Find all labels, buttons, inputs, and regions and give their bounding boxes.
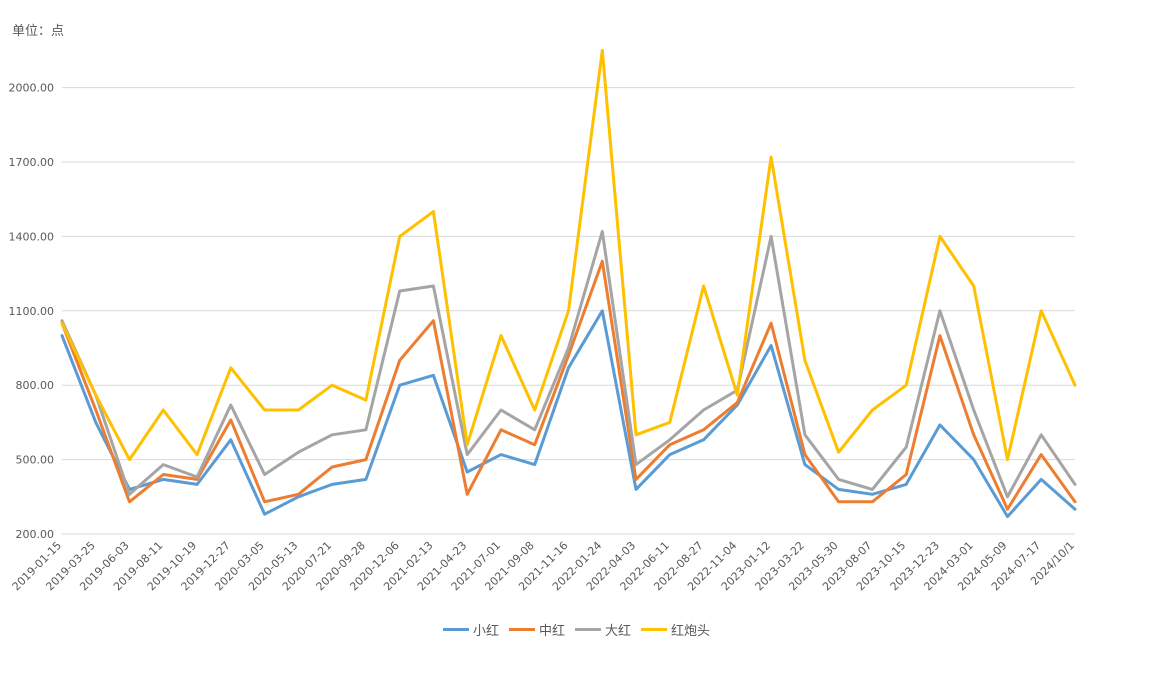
legend-swatch: [641, 628, 668, 631]
legend-swatch: [575, 628, 601, 631]
legend-label: 红炮头: [671, 624, 711, 639]
legend-swatch: [442, 628, 469, 631]
legend-label: 大红: [605, 624, 632, 639]
y-tick-label: 500.00: [16, 454, 55, 467]
legend-item-2: 中红: [508, 620, 565, 639]
legend-label: 小红: [472, 624, 499, 639]
y-tick-label: 200.00: [16, 528, 55, 541]
series-line-4: [60, 48, 1077, 462]
legend-item-1: 小红: [442, 620, 499, 639]
legend-item-4: 红炮头: [641, 620, 710, 639]
y-tick-label: 1100.00: [9, 305, 55, 318]
legend-label: 中红: [538, 624, 565, 639]
legend: 小红 中红 大红 红炮头: [0, 620, 1153, 639]
y-tick-label: 800.00: [16, 379, 55, 392]
y-tick-label: 2000.00: [9, 82, 55, 95]
series-line-1: [60, 309, 1077, 519]
legend-swatch: [508, 628, 535, 631]
y-tick-label: 1700.00: [9, 156, 55, 169]
series-line-2: [60, 259, 1077, 511]
legend-item-3: 大红: [575, 620, 631, 639]
unit-label: 单位：点: [12, 24, 65, 39]
series-line-3: [60, 229, 1077, 499]
y-tick-label: 1400.00: [9, 230, 55, 243]
